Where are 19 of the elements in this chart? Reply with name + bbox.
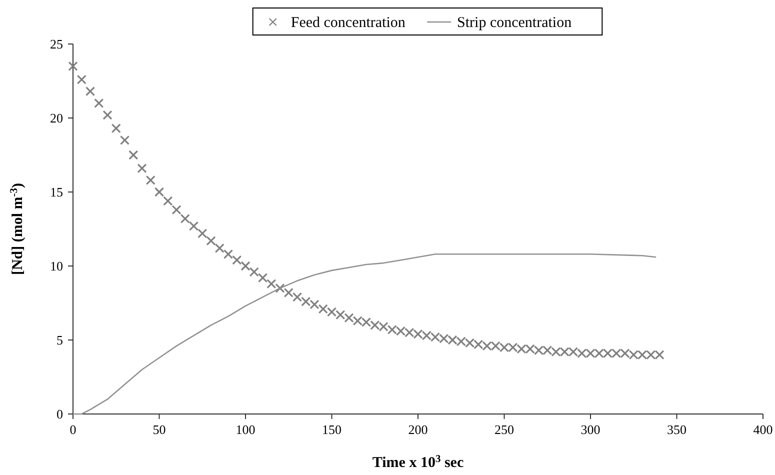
x-tick-label: 150 bbox=[322, 422, 342, 437]
x-tick-label: 300 bbox=[580, 422, 600, 437]
x-tick-label: 350 bbox=[667, 422, 686, 437]
x-tick-label: 250 bbox=[494, 422, 514, 437]
x-tick-label: 0 bbox=[70, 422, 76, 437]
y-tick-label: 15 bbox=[50, 184, 63, 200]
x-tick-label: 400 bbox=[753, 422, 773, 437]
x-tick-label: 50 bbox=[152, 422, 166, 437]
y-tick-label: 10 bbox=[50, 258, 63, 274]
legend-label: Strip concentration bbox=[457, 15, 572, 31]
legend-label: Feed concentration bbox=[290, 15, 406, 31]
y-tick-label: 5 bbox=[56, 332, 63, 348]
y-tick-label: 25 bbox=[50, 36, 63, 52]
x-tick-label: 100 bbox=[236, 422, 256, 437]
x-axis-title: Time x 10$^{3}$ sec bbox=[372, 454, 464, 471]
y-tick-label: 20 bbox=[50, 110, 63, 126]
line-series bbox=[72, 254, 657, 415]
x-tick-label: 200 bbox=[408, 422, 428, 437]
y-tick-label: 0 bbox=[56, 406, 63, 422]
